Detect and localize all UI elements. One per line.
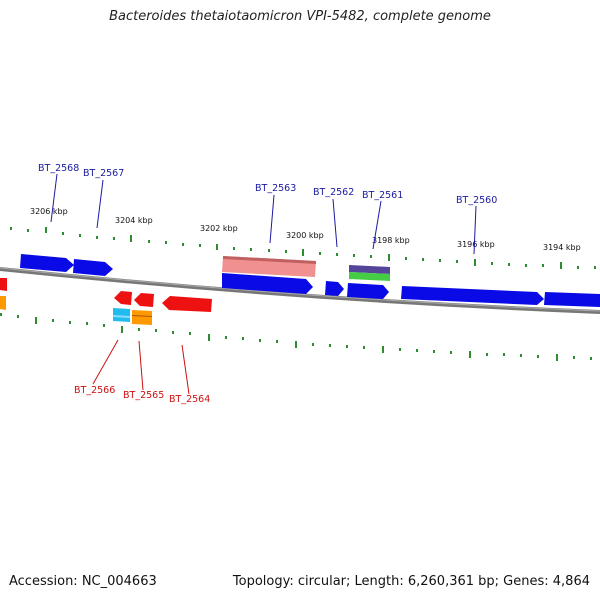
feature-bars <box>0 256 390 325</box>
scale-label-3194: 3194 kbp <box>543 243 581 252</box>
forward-label-leaders <box>50 173 477 255</box>
reverse-strand-genes <box>0 278 212 312</box>
gene-bt-2568[interactable] <box>20 254 74 272</box>
label-bt-2563[interactable]: BT_2563 <box>255 183 296 194</box>
genome-backbone <box>0 267 600 314</box>
gene-bt-2564[interactable] <box>162 296 212 312</box>
map-title: Bacteroides thetaiotaomicron VPI-5482, c… <box>109 9 491 24</box>
cyan-feature-bar[interactable] <box>113 308 130 322</box>
purple-feature-bar[interactable] <box>349 265 390 274</box>
scale-label-3196: 3196 kbp <box>457 240 495 249</box>
upper-tick-track <box>10 227 596 269</box>
label-bt-2565[interactable]: BT_2565 <box>123 390 164 401</box>
scale-label-3206: 3206 kbp <box>30 207 68 216</box>
gene-bt-2561[interactable] <box>347 283 389 299</box>
gene-bt-2567[interactable] <box>73 259 113 276</box>
reverse-label-leaders <box>92 339 190 395</box>
label-bt-2564[interactable]: BT_2564 <box>169 394 210 405</box>
scale-label-3204: 3204 kbp <box>115 216 153 225</box>
label-bt-2560[interactable]: BT_2560 <box>456 195 497 206</box>
label-bt-2566[interactable]: BT_2566 <box>74 385 115 396</box>
gene-bt-2560[interactable] <box>401 286 544 305</box>
orange-feature-bar[interactable] <box>132 310 152 325</box>
label-bt-2568[interactable]: BT_2568 <box>38 163 79 174</box>
green-feature-bar[interactable] <box>349 272 390 281</box>
label-bt-2567[interactable]: BT_2567 <box>83 168 124 179</box>
scale-label-3200: 3200 kbp <box>286 231 324 240</box>
scale-label-3202: 3202 kbp <box>200 224 238 233</box>
gene-bt-2563[interactable] <box>222 273 313 294</box>
forward-strand-genes <box>20 254 600 307</box>
label-bt-2562[interactable]: BT_2562 <box>313 187 354 198</box>
scale-label-3198: 3198 kbp <box>372 236 410 245</box>
lower-tick-track <box>0 313 592 361</box>
gene-bt-2562[interactable] <box>325 281 344 296</box>
gene-forward-right-edge[interactable] <box>544 292 600 307</box>
genome-summary-text: Topology: circular; Length: 6,260,361 bp… <box>232 574 590 589</box>
label-bt-2561[interactable]: BT_2561 <box>362 190 403 201</box>
accession-text: Accession: NC_004663 <box>9 574 157 589</box>
orange-feature-bar-left[interactable] <box>0 296 6 310</box>
gene-left-edge-red[interactable] <box>0 278 7 291</box>
gene-bt-2565[interactable] <box>134 293 154 307</box>
gene-bt-2566[interactable] <box>114 291 132 305</box>
